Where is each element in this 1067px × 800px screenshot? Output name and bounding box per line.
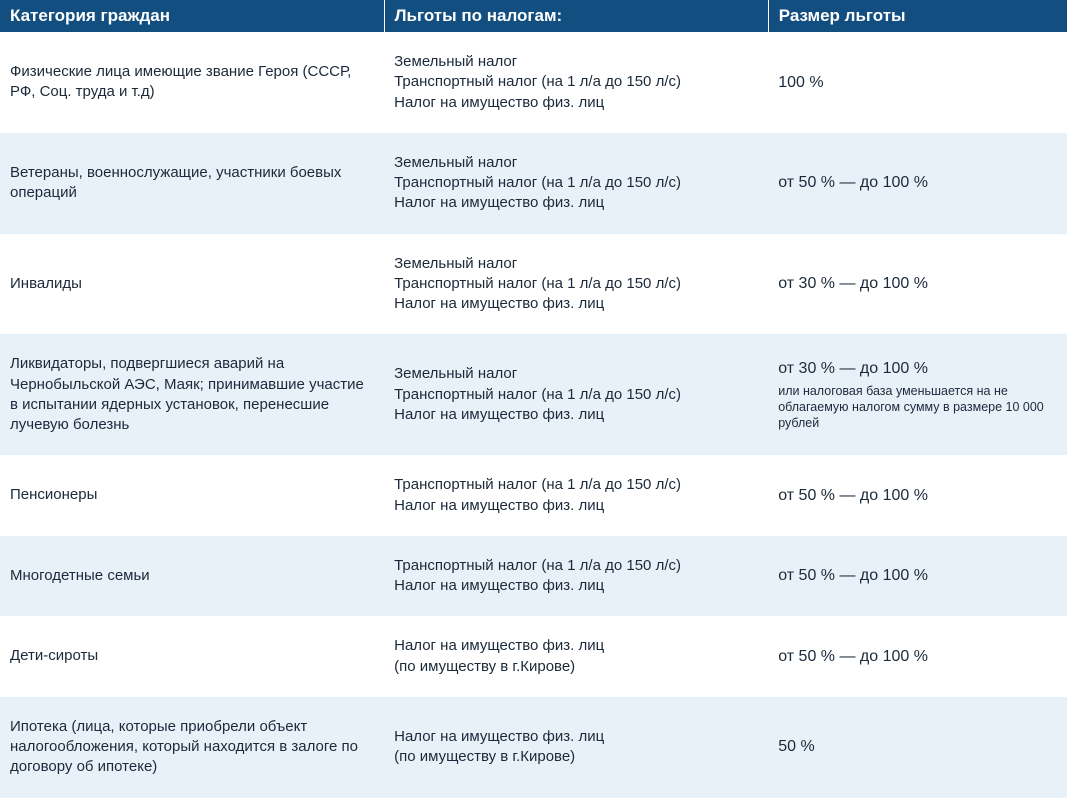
header-taxes: Льготы по налогам:: [384, 0, 768, 32]
table-row: ПенсионерыТранспортный налог (на 1 л/а д…: [0, 455, 1067, 536]
amount-main: от 50 % — до 100 %: [778, 646, 1057, 668]
amount-main: 100 %: [778, 72, 1057, 94]
cell-amount: от 30 % — до 100 %: [768, 234, 1067, 335]
amount-main: от 30 % — до 100 %: [778, 358, 1057, 380]
cell-taxes: Транспортный налог (на 1 л/а до 150 л/с)…: [384, 455, 768, 536]
amount-main: 50 %: [778, 736, 1057, 758]
table-row: Ветераны, военнослужащие, участники боев…: [0, 133, 1067, 234]
cell-category: Пенсионеры: [0, 455, 384, 536]
cell-category: Дети-сироты: [0, 616, 384, 697]
cell-amount: 50 %: [768, 697, 1067, 798]
cell-category: Многодетные семьи: [0, 536, 384, 617]
amount-main: от 50 % — до 100 %: [778, 172, 1057, 194]
cell-amount: 100 %: [768, 32, 1067, 133]
tax-benefits-table: Категория граждан Льготы по налогам: Раз…: [0, 0, 1067, 798]
cell-taxes: Земельный налогТранспортный налог (на 1 …: [384, 32, 768, 133]
cell-category: Ветераны, военнослужащие, участники боев…: [0, 133, 384, 234]
header-category: Категория граждан: [0, 0, 384, 32]
amount-note: или налоговая база уменьшается на не обл…: [778, 383, 1057, 432]
cell-amount: от 50 % — до 100 %: [768, 616, 1067, 697]
table-header: Категория граждан Льготы по налогам: Раз…: [0, 0, 1067, 32]
cell-category: Инвалиды: [0, 234, 384, 335]
header-amount: Размер льготы: [768, 0, 1067, 32]
table-row: Многодетные семьиТранспортный налог (на …: [0, 536, 1067, 617]
amount-main: от 50 % — до 100 %: [778, 565, 1057, 587]
cell-taxes: Земельный налогТранспортный налог (на 1 …: [384, 133, 768, 234]
amount-main: от 50 % — до 100 %: [778, 485, 1057, 507]
table-row: Дети-сиротыНалог на имущество физ. лиц(п…: [0, 616, 1067, 697]
cell-category: Ипотека (лица, которые приобрели объект …: [0, 697, 384, 798]
table-body: Физические лица имеющие звание Героя (СС…: [0, 32, 1067, 798]
cell-taxes: Земельный налогТранспортный налог (на 1 …: [384, 234, 768, 335]
cell-taxes: Налог на имущество физ. лиц(по имуществу…: [384, 697, 768, 798]
cell-taxes: Налог на имущество физ. лиц(по имуществу…: [384, 616, 768, 697]
table-row: Физические лица имеющие звание Героя (СС…: [0, 32, 1067, 133]
cell-taxes: Земельный налогТранспортный налог (на 1 …: [384, 334, 768, 455]
amount-main: от 30 % — до 100 %: [778, 273, 1057, 295]
cell-amount: от 50 % — до 100 %: [768, 536, 1067, 617]
table-row: Ипотека (лица, которые приобрели объект …: [0, 697, 1067, 798]
cell-category: Ликвидаторы, подвергшиеся аварий на Черн…: [0, 334, 384, 455]
cell-amount: от 30 % — до 100 % или налоговая база уме…: [768, 334, 1067, 455]
cell-category: Физические лица имеющие звание Героя (СС…: [0, 32, 384, 133]
table-row: ИнвалидыЗемельный налогТранспортный нало…: [0, 234, 1067, 335]
cell-taxes: Транспортный налог (на 1 л/а до 150 л/с)…: [384, 536, 768, 617]
table-row: Ликвидаторы, подвергшиеся аварий на Черн…: [0, 334, 1067, 455]
cell-amount: от 50 % — до 100 %: [768, 133, 1067, 234]
cell-amount: от 50 % — до 100 %: [768, 455, 1067, 536]
